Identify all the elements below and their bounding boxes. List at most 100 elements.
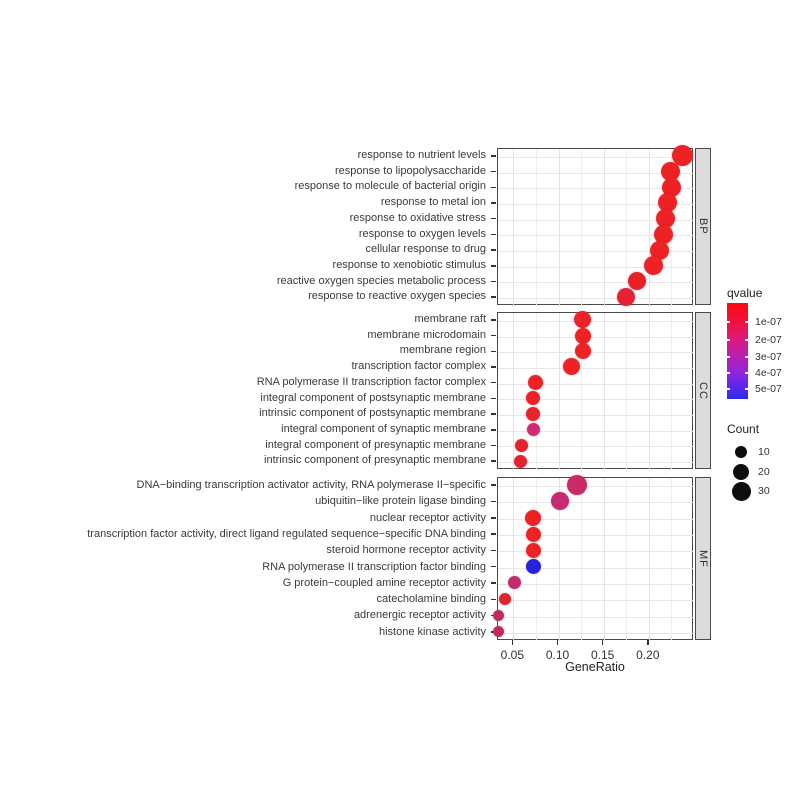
category-label: cellular response to drug	[365, 243, 486, 256]
dot	[661, 177, 681, 197]
gridline-h	[498, 320, 694, 322]
category-label: integral component of presynaptic membra…	[265, 438, 486, 451]
category-label: DNA−binding transcription activator acti…	[136, 479, 487, 491]
count-legend-circle	[731, 481, 751, 501]
category-label: response to nutrient levels	[357, 149, 486, 161]
gridline-major-v	[648, 149, 650, 306]
qvalue-bar-tick	[727, 356, 730, 358]
y-tick-mark	[491, 155, 496, 157]
y-tick-mark	[491, 296, 496, 298]
facet-strip-MF: MF	[695, 477, 711, 640]
facet-strip-CC: CC	[695, 312, 711, 469]
y-tick-mark	[491, 397, 496, 400]
category-label: response to oxygen levels	[358, 227, 486, 240]
category-label: nuclear receptor activity	[369, 511, 486, 524]
y-tick-mark	[491, 265, 496, 267]
dot	[650, 240, 670, 260]
facet-strip-label: BP	[697, 218, 709, 235]
gridline-h	[498, 486, 694, 488]
facet-strip-BP: BP	[695, 148, 711, 305]
y-tick-mark	[491, 429, 496, 431]
gridline-h	[498, 551, 694, 553]
facet-panel-MF	[497, 477, 694, 641]
dot	[514, 438, 528, 452]
qvalue-tick-label: 2e-07	[755, 333, 782, 346]
gridline-h	[498, 352, 694, 354]
gridline-minor-v	[671, 149, 673, 306]
gridline-minor-v	[535, 149, 537, 306]
count-legend-label: 10	[758, 446, 770, 458]
gridline-h	[498, 415, 694, 417]
category-label: adrenergic receptor activity	[353, 609, 486, 622]
gridline-major-v	[558, 478, 560, 641]
gridline-h	[498, 632, 694, 634]
y-tick-mark	[491, 170, 496, 173]
gridline-major-v	[603, 478, 605, 641]
category-label: transcription factor complex	[351, 360, 487, 373]
dot	[617, 288, 636, 307]
gridline-major-v	[603, 149, 605, 306]
dot	[525, 509, 542, 526]
gridline-h	[498, 446, 694, 448]
x-tick-label: 0.05	[500, 648, 525, 662]
x-tick-mark	[556, 640, 559, 645]
y-tick-mark	[491, 233, 496, 236]
y-tick-mark	[491, 381, 496, 384]
gridline-h	[498, 235, 694, 237]
gridline-h	[498, 203, 694, 205]
dot	[526, 391, 541, 406]
qvalue-legend-title: qvalue	[727, 286, 763, 300]
y-tick-mark	[491, 334, 496, 337]
gridline-h	[498, 156, 694, 158]
x-tick-mark	[511, 640, 514, 645]
gridline-minor-v	[581, 478, 583, 641]
category-label: response to reactive oxygen species	[308, 290, 486, 303]
dot	[574, 327, 591, 344]
dot	[658, 193, 678, 213]
x-axis-title: GeneRatio	[565, 660, 625, 674]
y-tick-mark	[491, 366, 496, 368]
x-tick-mark	[647, 640, 649, 645]
qvalue-tick-label: 4e-07	[755, 367, 782, 380]
x-tick-label: 0.10	[545, 648, 570, 662]
gridline-h	[498, 502, 694, 504]
dot	[525, 542, 541, 558]
y-tick-mark	[491, 517, 496, 519]
gridline-h	[498, 336, 694, 338]
gridline-minor-v	[626, 149, 628, 306]
category-label: response to metal ion	[380, 196, 486, 209]
category-label: intrinsic component of postsynaptic memb…	[259, 407, 486, 420]
y-tick-mark	[491, 280, 496, 283]
dot	[563, 358, 581, 376]
gridline-h	[498, 430, 694, 432]
dot	[493, 610, 505, 622]
dot	[653, 224, 673, 244]
category-label: RNA polymerase II transcription factor c…	[256, 375, 486, 388]
category-label: response to lipopolysaccharide	[334, 164, 486, 177]
dot	[655, 209, 675, 229]
dot	[671, 145, 693, 167]
gridline-major-v	[558, 149, 560, 306]
y-tick-mark	[491, 598, 496, 600]
gridline-h	[498, 188, 694, 190]
qvalue-bar-tick	[745, 372, 748, 374]
gridline-h	[498, 251, 694, 253]
gridline-h	[498, 535, 694, 537]
category-label: histone kinase activity	[379, 625, 486, 638]
x-tick-label: 0.20	[636, 648, 660, 662]
qvalue-bar-tick	[745, 356, 748, 358]
facet-strip-label: CC	[697, 381, 709, 400]
y-tick-mark	[491, 186, 496, 188]
gridline-minor-v	[626, 313, 628, 470]
y-tick-mark	[491, 549, 496, 552]
gridline-major-v	[513, 313, 515, 470]
dot	[507, 576, 521, 590]
qvalue-bar-tick	[727, 372, 730, 374]
gridline-h	[498, 282, 694, 284]
category-label: integral component of synaptic membrane	[281, 422, 486, 435]
dot	[525, 559, 541, 575]
gridline-minor-v	[581, 149, 583, 306]
qvalue-tick-label: 5e-07	[755, 382, 782, 395]
facet-strip-label: MF	[697, 549, 709, 568]
